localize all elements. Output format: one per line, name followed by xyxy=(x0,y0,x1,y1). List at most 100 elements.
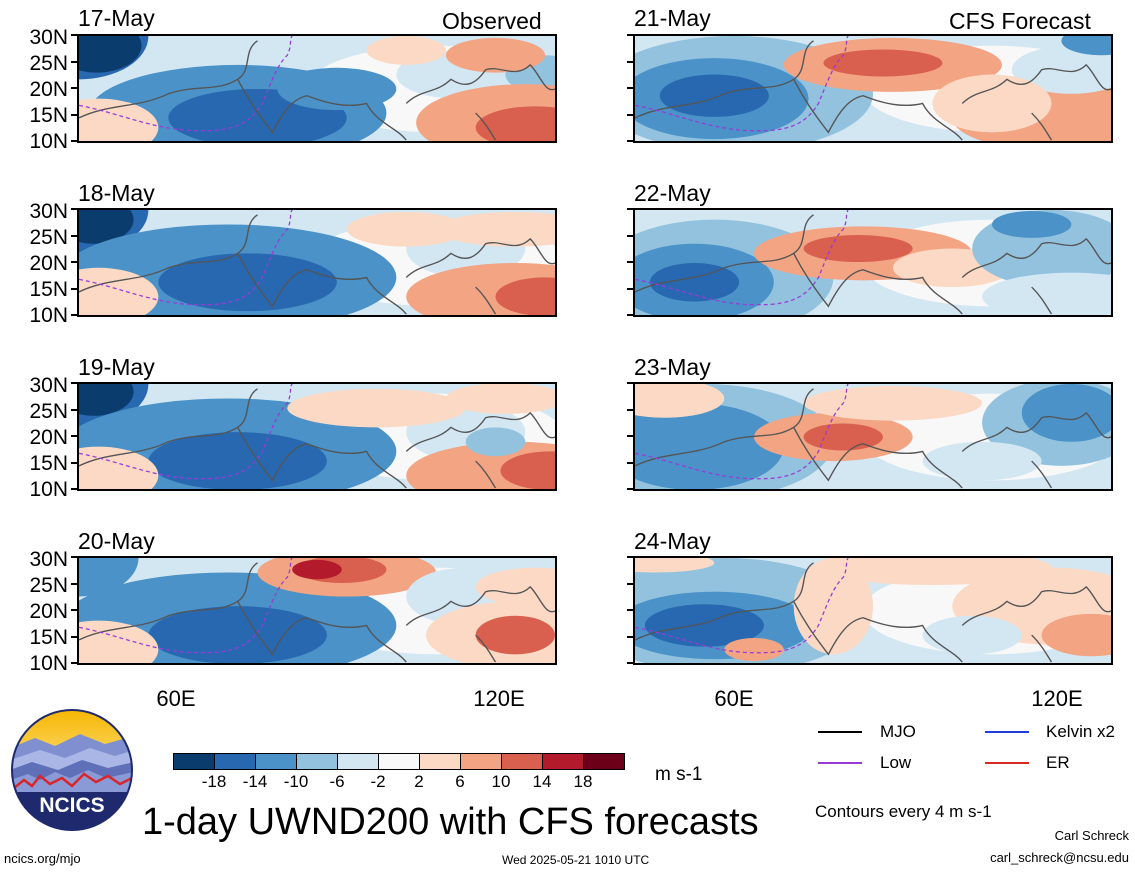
lat-tick xyxy=(71,113,77,116)
coastline xyxy=(79,388,555,489)
legend-label: ER xyxy=(1046,753,1070,772)
lat-tick xyxy=(71,556,77,558)
colorbar-swatch xyxy=(460,753,502,770)
low-contour xyxy=(79,384,293,480)
lat-tick xyxy=(627,261,633,263)
map-panel-18-May xyxy=(77,208,557,317)
map-panel-17-May xyxy=(77,34,557,143)
anomaly-region xyxy=(475,615,555,655)
panel-date-label: 17-May xyxy=(78,5,155,31)
uwnd-field xyxy=(79,210,555,315)
anomaly-region xyxy=(346,211,466,247)
low-contour xyxy=(79,210,293,306)
lat-tick-label: 25N xyxy=(29,400,68,423)
uwnd-field xyxy=(635,36,1111,141)
map-panel-19-May xyxy=(77,382,557,491)
lat-tick-label: 25N xyxy=(29,226,68,249)
lat-tick xyxy=(627,609,633,611)
anomaly-region xyxy=(793,558,873,655)
anomaly-region xyxy=(79,267,159,315)
lat-tick-label: 10N xyxy=(29,304,68,327)
lat-tick xyxy=(71,60,77,63)
anomaly-region xyxy=(635,558,715,573)
anomaly-region xyxy=(1061,36,1111,56)
lat-tick xyxy=(627,87,633,89)
anomaly-region xyxy=(922,441,1042,481)
legend-label: MJO xyxy=(880,722,916,741)
panel-date-label: 23-May xyxy=(634,354,711,380)
lat-tick-label: 10N xyxy=(29,130,68,153)
colorbar-swatch xyxy=(214,753,256,770)
anomaly-region xyxy=(436,211,555,247)
lat-tick xyxy=(71,408,77,411)
colorbar-swatch xyxy=(583,753,625,770)
lat-tick xyxy=(71,140,77,142)
legend-label: Kelvin x2 xyxy=(1046,722,1115,741)
anomaly-region xyxy=(932,74,1052,133)
lat-tick xyxy=(627,287,633,290)
uwnd-field xyxy=(635,558,1111,663)
anomaly-region xyxy=(79,620,159,663)
panel-date-label: 20-May xyxy=(78,528,155,554)
footer-url: ncics.org/mjo xyxy=(4,851,81,866)
lat-tick-label: 20N xyxy=(29,252,68,275)
panel-date-label: 21-May xyxy=(634,5,711,31)
map-panel-22-May xyxy=(633,208,1113,317)
lat-tick xyxy=(71,662,77,664)
anomaly-region xyxy=(79,446,159,489)
anomaly-region xyxy=(495,277,555,315)
anomaly-region xyxy=(148,606,327,663)
anomaly-region xyxy=(644,604,764,647)
anomaly-region xyxy=(1041,613,1111,657)
anomaly-region xyxy=(475,567,555,607)
lat-tick xyxy=(71,34,77,36)
anomaly-region xyxy=(823,49,943,77)
lat-tick xyxy=(627,435,633,437)
lat-tick xyxy=(627,461,633,464)
lat-tick-label: 10N xyxy=(29,478,68,501)
lat-tick xyxy=(627,208,633,210)
colorbar-label: -6 xyxy=(329,772,345,791)
colorbar-swatch xyxy=(296,753,338,770)
lat-tick-label: 20N xyxy=(29,426,68,449)
coastline xyxy=(79,562,555,663)
anomaly-region xyxy=(1011,45,1111,94)
lat-tick xyxy=(71,435,77,437)
low-contour xyxy=(79,558,293,654)
lat-tick-label: 20N xyxy=(29,78,68,101)
legend-line-low xyxy=(818,762,862,764)
lat-tick-label: 30N xyxy=(29,26,68,49)
low-contour xyxy=(635,384,849,480)
colorbar-swatch xyxy=(255,753,297,770)
low-contour xyxy=(635,558,849,654)
lat-tick-label: 20N xyxy=(29,600,68,623)
anomaly-region xyxy=(465,427,526,457)
forecast-header: CFS Forecast xyxy=(949,8,1091,34)
lat-tick xyxy=(627,582,633,585)
map-panel-20-May xyxy=(77,556,557,665)
lat-tick-label: 15N xyxy=(29,626,68,649)
anomaly-region xyxy=(1021,384,1111,442)
lon-tick-label: 120E xyxy=(473,686,525,711)
logo-text: NCICS xyxy=(39,794,104,817)
low-contour xyxy=(79,36,293,132)
colorbar-label: 6 xyxy=(455,772,465,791)
lat-tick xyxy=(71,314,77,316)
lat-tick xyxy=(627,635,633,638)
lat-tick xyxy=(71,382,77,384)
uwnd-field xyxy=(79,36,555,141)
anomaly-region xyxy=(277,67,397,111)
colorbar-label: -18 xyxy=(201,772,227,791)
anomaly-region xyxy=(992,210,1072,238)
colorbar-label: -2 xyxy=(370,772,386,791)
legend-line-er xyxy=(985,762,1029,764)
lat-tick xyxy=(627,556,633,558)
lat-tick xyxy=(71,609,77,611)
coastline xyxy=(635,40,1111,141)
legend-label: Low xyxy=(880,753,912,772)
lat-tick-label: 15N xyxy=(29,278,68,301)
anomaly-region xyxy=(79,558,139,597)
anomaly-region xyxy=(79,36,142,73)
lat-tick-label: 15N xyxy=(29,452,68,475)
lat-tick-label: 25N xyxy=(29,52,68,75)
